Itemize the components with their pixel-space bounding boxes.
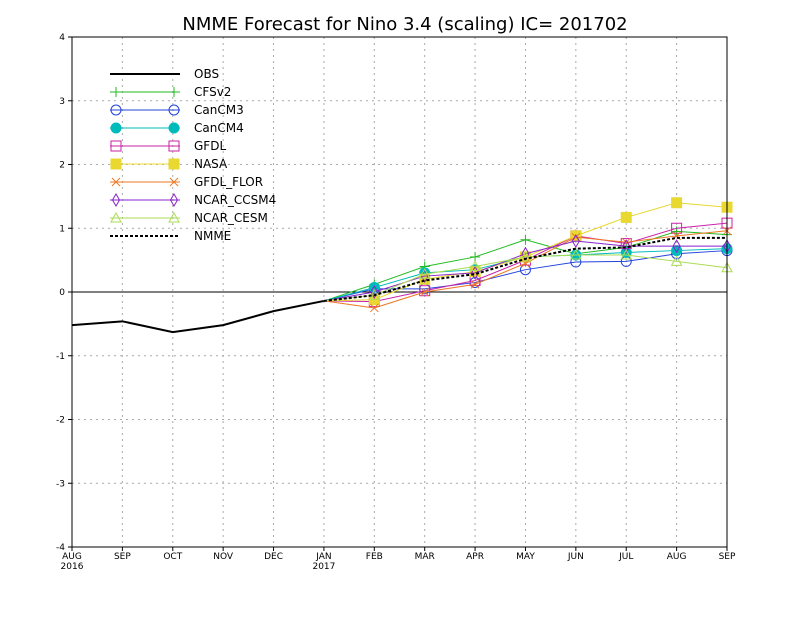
legend-label: NMME [194, 229, 231, 243]
data-point-ncar-ccsm4 [672, 239, 681, 254]
x-tick-label: AUG [62, 552, 82, 562]
legend-marker [169, 177, 179, 187]
series-line-nmme [323, 236, 727, 302]
data-point-nasa [671, 197, 683, 209]
legend-marker [168, 158, 180, 170]
data-point-ncar-ccsm4 [622, 239, 631, 254]
y-tick-label: -4 [56, 543, 65, 553]
data-point-nasa [620, 211, 632, 223]
data-point-ncar-cesm [368, 289, 381, 300]
x-tick-label: SEP [114, 552, 131, 562]
legend-marker [110, 140, 122, 152]
data-point-ncar-cesm [569, 248, 582, 260]
legend-item-cancm4: CanCM4 [110, 121, 244, 135]
x-tick-label: MAR [415, 552, 435, 562]
legend-label: CanCM4 [194, 121, 244, 135]
x-tick-label: JUL [618, 552, 633, 562]
series-nmme [323, 236, 727, 302]
x-tick-label: MAY [516, 552, 535, 562]
data-point-gfdl-flor [420, 287, 430, 297]
legend-marker [110, 104, 122, 116]
x-year-label: 2016 [61, 562, 84, 572]
data-point-ncar-cesm [519, 250, 532, 262]
x-tick-label: APR [466, 552, 484, 562]
legend-item-gfdl-flor: GFDL_FLOR [110, 175, 263, 189]
data-point-ncar-cesm [418, 268, 431, 279]
legend-marker [110, 122, 122, 134]
series-obs [71, 299, 325, 334]
series-line-ncar-ccsm4 [323, 240, 727, 302]
data-point-gfdl [419, 285, 431, 297]
x-tick-label: AUG [667, 552, 687, 562]
legend-label: OBS [194, 67, 219, 81]
x-tick-label: DEC [264, 552, 283, 562]
x-tick-label: OCT [163, 552, 182, 562]
legend-marker [168, 104, 180, 116]
legend-marker [169, 193, 179, 207]
series-line-ncar-cesm [323, 254, 728, 302]
data-point-ncar-ccsm4 [571, 234, 580, 248]
data-point-ncar-cesm [670, 255, 683, 266]
legend-marker [110, 211, 122, 223]
legend-item-cfsv2: CFSv2 [110, 85, 231, 99]
data-point-gfdl [671, 222, 683, 234]
x-tick-label: SEP [719, 552, 736, 562]
legend-item-nasa: NASA [110, 157, 228, 171]
series-line-cancm3 [323, 250, 728, 302]
series-line-obs [71, 299, 325, 334]
legend-item-cancm3: CanCM3 [110, 103, 244, 117]
y-tick-label: 4 [59, 33, 65, 43]
data-point-cfsv2 [470, 251, 481, 262]
legend-item-ncar-cesm: NCAR_CESM [110, 211, 268, 225]
legend-marker [168, 211, 180, 223]
legend-label: GFDL_FLOR [194, 175, 263, 189]
legend-marker [169, 87, 179, 97]
x-tick-label: JAN [315, 552, 331, 562]
legend: OBS CFSv2 CanCM3 CanCM4 GFDL NASA GFDL_FLOR NCA… [110, 67, 276, 243]
legend-marker [111, 193, 121, 207]
data-point-gfdl [620, 238, 632, 250]
legend-label: GFDL [194, 139, 226, 153]
data-point-ncar-cesm [620, 248, 633, 260]
data-point-gfdl-flor [470, 279, 480, 289]
x-year-label: 2017 [312, 562, 335, 572]
y-tick-label: 3 [59, 97, 65, 107]
x-tick-label: JUN [567, 552, 584, 562]
legend-marker [168, 140, 180, 152]
data-point-ncar-cesm [469, 260, 481, 271]
legend-item-gfdl: GFDL [110, 139, 226, 153]
data-point-cfsv2 [520, 234, 531, 245]
axes: -4 -3 -2 -1 0 1 2 3 4 AUG SEP OCT NOV DEC JAN FEB MAR APR… [56, 33, 736, 572]
x-tick-label: NOV [213, 552, 234, 562]
legend-label: CanCM3 [194, 103, 244, 117]
legend-label: NCAR_CESM [194, 211, 268, 225]
y-tick-label: 1 [59, 224, 65, 234]
data-point-ncar-ccsm4 [370, 285, 379, 299]
y-tick-label: -3 [56, 479, 65, 489]
legend-item-nmme: NMME [110, 229, 231, 243]
y-tick-label: 0 [59, 288, 65, 298]
legend-item-obs: OBS [110, 67, 219, 81]
legend-item-ncar-ccsm4: NCAR_CCSM4 [110, 193, 276, 207]
y-tick-label: -2 [56, 416, 65, 426]
series-lines [71, 197, 733, 334]
legend-label: CFSv2 [194, 85, 231, 99]
legend-marker [111, 177, 121, 187]
series-ncar-cesm [323, 248, 733, 302]
chart-title: NMME Forecast for Nino 3.4 (scaling) IC=… [182, 14, 627, 35]
legend-marker [111, 87, 121, 97]
y-tick-label: 2 [59, 161, 65, 171]
legend-marker [168, 122, 180, 134]
legend-marker [110, 158, 122, 170]
data-point-gfdl-flor [369, 303, 379, 313]
x-tick-label: FEB [366, 552, 383, 562]
series-cfsv2 [323, 226, 732, 302]
legend-label: NASA [194, 157, 228, 171]
grid [72, 37, 727, 547]
legend-label: NCAR_CCSM4 [194, 193, 276, 207]
y-tick-label: -1 [56, 352, 65, 362]
